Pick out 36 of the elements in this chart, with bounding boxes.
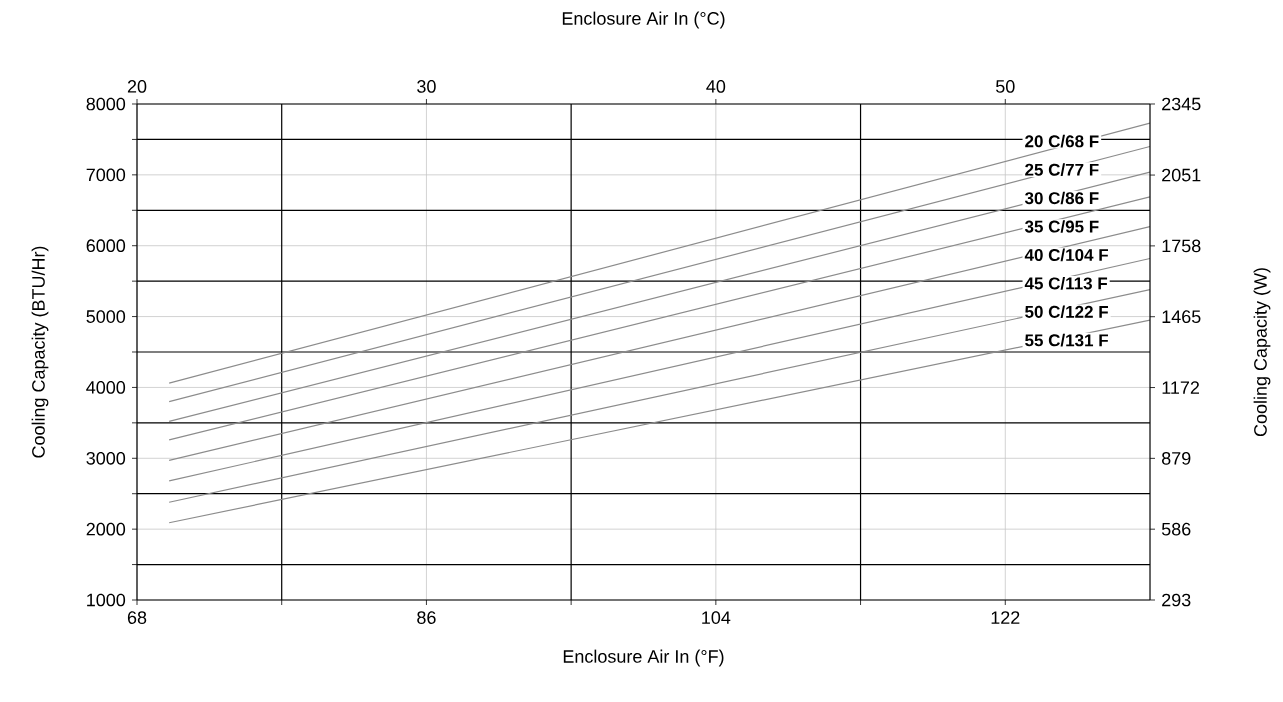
series-label: 20 C/68 F [1025, 134, 1099, 148]
y2-tick-label: 1465 [1162, 310, 1201, 324]
y-tick-label: 8000 [86, 97, 126, 111]
y2-tick-label: 1758 [1162, 239, 1201, 253]
x-tick-label: 104 [702, 611, 731, 624]
y-tick-label: 2000 [86, 522, 126, 536]
y-tick-label: 6000 [86, 239, 126, 253]
y-tick-label: 1000 [87, 593, 126, 607]
x2-tick-label: 50 [996, 80, 1015, 93]
x-tick-label: 68 [127, 611, 147, 624]
x2-tick-label: 30 [417, 80, 436, 93]
series-label: 35 C/95 F [1024, 220, 1099, 233]
y-tick-label: 7000 [86, 168, 126, 182]
y2-tick-label: 1172 [1162, 381, 1200, 394]
x-axis-title: Enclosure Air In (°F) [563, 649, 724, 667]
series-label: 45 C/113 F [1024, 276, 1108, 290]
series-label: 40 C/104 F [1024, 248, 1108, 262]
x2-tick-label: 20 [127, 80, 147, 93]
x2-tick-label: 40 [706, 80, 726, 93]
y2-tick-label: 586 [1161, 522, 1191, 536]
x-tick-label: 86 [417, 611, 436, 624]
y-axis-title: Cooling Capacity (BTU/Hr) [31, 246, 49, 458]
series-label: 30 C/86 F [1024, 191, 1099, 205]
x-tick-label: 122 [991, 611, 1020, 624]
y-tick-label: 5000 [86, 310, 126, 323]
y2-tick-label: 293 [1162, 593, 1191, 607]
y2-tick-label: 2051 [1162, 168, 1201, 182]
y-tick-label: 3000 [86, 451, 126, 465]
y-tick-label: 4000 [86, 381, 126, 394]
y2-tick-label: 2345 [1162, 97, 1201, 111]
y2-tick-label: 879 [1161, 451, 1191, 465]
series-label: 25 C/77 F [1025, 163, 1099, 176]
y2-axis-title: Cooling Capacity (W) [1253, 268, 1271, 437]
series-label: 50 C/122 F [1025, 305, 1108, 319]
x2-axis-title: Enclosure Air In (°C) [562, 11, 725, 29]
series-label: 55 C/131 F [1025, 333, 1108, 347]
